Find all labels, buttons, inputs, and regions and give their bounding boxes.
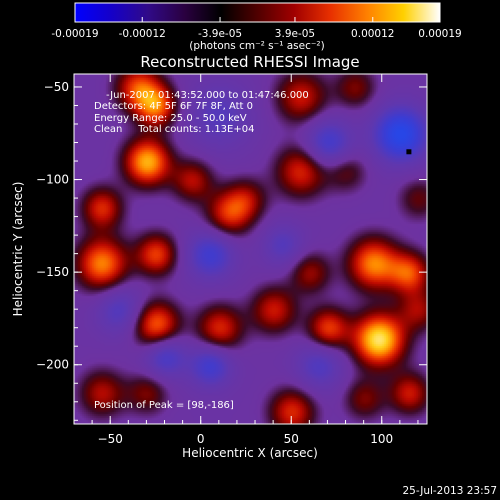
y-tick-label: −50: [44, 80, 69, 94]
annotation-peak-position: Position of Peak = [98,-186]: [94, 400, 234, 411]
heatmap-canvas: [74, 74, 427, 424]
annotation-time-range: -Jun-2007 01:43:52.000 to 01:47:46.000: [106, 90, 309, 101]
annotation-energy-range: Energy Range: 25.0 - 50.0 keV: [94, 113, 247, 124]
annotation-clean-counts: Clean Total counts: 1.13E+04: [94, 124, 254, 135]
annotations: -Jun-2007 01:43:52.000 to 01:47:46.000 D…: [94, 90, 309, 411]
colorbar: -0.00019 -0.00012 -3.9e-05 3.9e-05 0.00012 0.…: [51, 2, 462, 52]
colorbar-tick-label: 0.00012: [351, 28, 394, 40]
colorbar-unit-label: (photons cm⁻² s⁻¹ asec⁻²): [189, 40, 324, 52]
footer-timestamp: 25-Jul-2013 23:57: [402, 485, 497, 497]
y-tick-label: −100: [36, 173, 69, 187]
heatmap-image: [73, 73, 428, 425]
plot-frame: [73, 73, 428, 425]
colorbar-ticks: -0.00019 -0.00012 -3.9e-05 3.9e-05 0.00012 0.…: [51, 17, 462, 40]
peak-marker: [406, 149, 412, 155]
y-axis-label: Heliocentric Y (arcsec): [11, 182, 25, 317]
colorbar-gradient: [74, 2, 441, 23]
x-tick-label: 50: [284, 432, 299, 446]
colorbar-tick-label: -0.00019: [51, 28, 98, 40]
chart-title: Reconstructed RHESSI Image: [140, 53, 359, 71]
x-tick-label: −50: [98, 432, 123, 446]
colorbar-tick-label: 3.9e-05: [275, 28, 315, 40]
y-tick-label: −150: [36, 265, 69, 279]
x-axis: −50 0 50 100: [91, 74, 419, 446]
x-tick-label: 0: [197, 432, 205, 446]
annotation-detectors: Detectors: 4F 5F 6F 7F 8F, Att 0: [94, 101, 253, 112]
y-tick-label: −200: [36, 358, 69, 372]
x-axis-label: Heliocentric X (arcsec): [182, 446, 318, 460]
colorbar-tick-label: 0.00019: [418, 28, 461, 40]
x-tick-label: 100: [370, 432, 393, 446]
colorbar-tick-label: -3.9e-05: [198, 28, 242, 40]
colorbar-tick-label: -0.00012: [119, 28, 166, 40]
y-axis: −50 −100 −150 −200: [36, 80, 427, 421]
